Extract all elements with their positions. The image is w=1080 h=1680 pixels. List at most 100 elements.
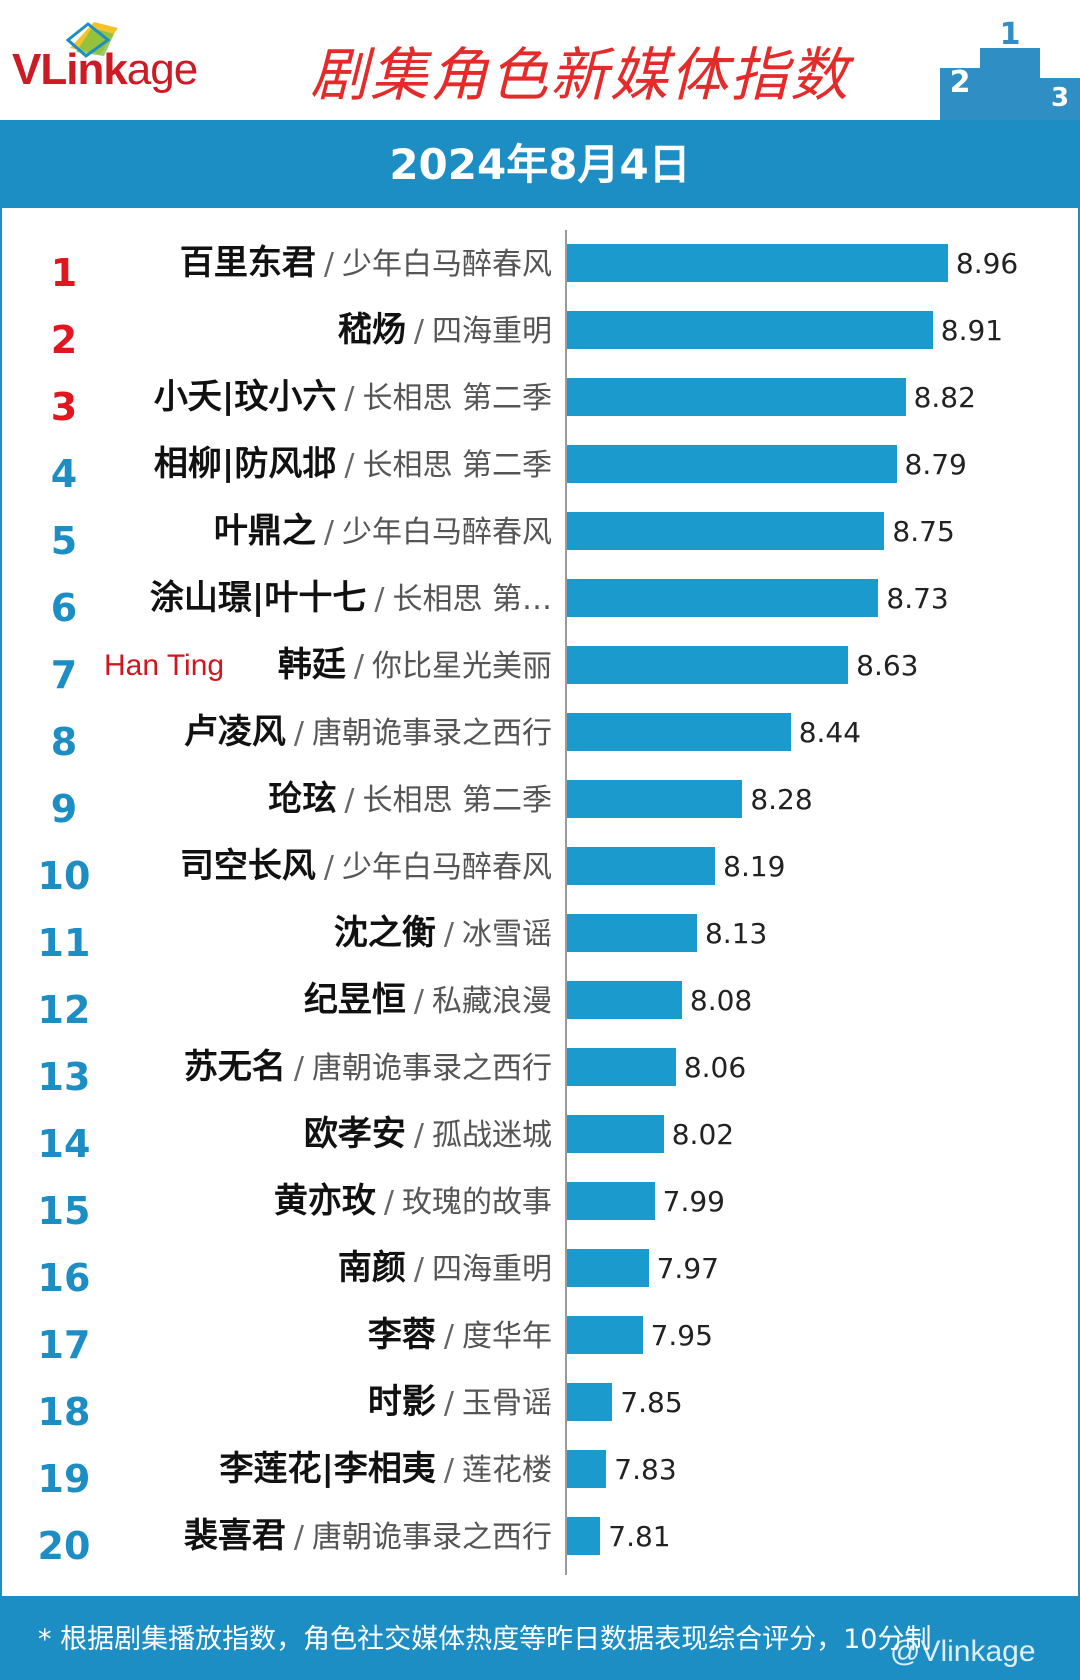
chart-bar [567, 847, 716, 885]
character-name: 苏无名 [183, 1047, 286, 1087]
separator: / [443, 1386, 454, 1421]
value-label: 7.97 [656, 1252, 719, 1285]
category-label: 时影 / 玉骨谣 [368, 1369, 552, 1436]
separator: / [323, 515, 334, 550]
chart-bar [567, 1517, 601, 1555]
separator: / [413, 984, 424, 1019]
show-title: 唐朝诡事录之西行 [312, 1520, 552, 1555]
category-label: 黄亦玫 / 玫瑰的故事 [274, 1168, 552, 1235]
chart-row: 18 时影 / 玉骨谣 7.85 [0, 1369, 1080, 1436]
separator: / [293, 716, 304, 751]
show-title: 长相思 第… [392, 582, 552, 617]
chart-row: 2 嵇炀 / 四海重明 8.91 [0, 297, 1080, 364]
character-name: 卢凌风 [183, 712, 286, 752]
chart-bar [567, 512, 885, 550]
value-label: 8.75 [892, 515, 955, 548]
value-label: 7.95 [650, 1319, 713, 1352]
rank-number: 4 [50, 452, 78, 496]
character-name: 韩廷 [277, 645, 346, 685]
separator: / [413, 314, 424, 349]
separator: / [323, 850, 334, 885]
annotation-label: Han Ting [104, 649, 225, 682]
separator: / [413, 1118, 424, 1153]
separator: / [383, 1185, 394, 1220]
character-name: 裴喜君 [183, 1516, 286, 1556]
show-title: 唐朝诡事录之西行 [312, 716, 552, 751]
rank-number: 17 [37, 1323, 91, 1367]
date-banner [0, 120, 1080, 208]
category-label: 卢凌风 / 唐朝诡事录之西行 [184, 699, 552, 766]
chart-bar [567, 1182, 655, 1220]
axis-line [565, 230, 567, 1575]
chart-row: 6 涂山璟|叶十七 / 长相思 第… 8.73 [0, 565, 1080, 632]
show-title: 少年白马醉春风 [342, 515, 552, 550]
svg-text:2: 2 [950, 65, 971, 100]
value-label: 8.08 [689, 984, 753, 1017]
podium-icon: 2 1 3 [940, 20, 1080, 120]
separator: / [344, 783, 355, 818]
chart-bar [567, 579, 879, 617]
chart-bar [567, 914, 697, 952]
chart-bar [567, 445, 897, 483]
chart-row: 10 司空长风 / 少年白马醉春风 8.19 [0, 833, 1080, 900]
category-label: 玱玹 / 长相思 第二季 [268, 766, 552, 833]
rank-number: 7 [50, 653, 78, 697]
character-name: 黄亦玫 [273, 1181, 376, 1221]
value-label: 8.63 [856, 649, 919, 682]
category-label: 苏无名 / 唐朝诡事录之西行 [184, 1034, 552, 1101]
show-title: 你比星光美丽 [372, 649, 552, 684]
footer-banner [0, 1596, 1080, 1680]
rank-number: 15 [37, 1189, 91, 1233]
separator: / [323, 247, 334, 282]
value-label: 8.73 [886, 582, 949, 615]
value-label: 8.82 [913, 381, 976, 414]
character-name: 相柳|防风邶 [153, 444, 337, 484]
weibo-watermark: @Vlinkage [890, 1635, 1036, 1668]
character-name: 南颜 [337, 1248, 406, 1288]
show-title: 冰雪谣 [462, 917, 552, 952]
value-label: 8.19 [723, 850, 786, 883]
chart-bar [567, 244, 948, 282]
chart-bar [567, 981, 682, 1019]
brand-logo: VLinkage [12, 45, 198, 94]
category-label: 李蓉 / 度华年 [368, 1302, 552, 1369]
chart-row: 5 叶鼎之 / 少年白马醉春风 8.75 [0, 498, 1080, 565]
character-name: 沈之衡 [333, 913, 436, 953]
chart-row: 20 裴喜君 / 唐朝诡事录之西行 7.81 [0, 1503, 1080, 1570]
character-name: 涂山璟|叶十七 [149, 578, 367, 618]
logo-text-suffix: age [126, 45, 198, 94]
category-label: 相柳|防风邶 / 长相思 第二季 [154, 431, 552, 498]
chart-bar [567, 311, 933, 349]
character-name: 司空长风 [179, 846, 316, 886]
rank-number: 9 [50, 787, 78, 831]
show-title: 四海重明 [432, 1252, 552, 1287]
character-name: 小夭|玟小六 [153, 377, 337, 417]
value-label: 8.44 [798, 716, 862, 749]
category-label: 司空长风 / 少年白马醉春风 [180, 833, 552, 900]
value-label: 7.99 [662, 1185, 725, 1218]
logo-icon [65, 22, 118, 58]
separator: / [443, 1453, 454, 1488]
value-label: 8.02 [671, 1118, 735, 1151]
category-label: 叶鼎之 / 少年白马醉春风 [214, 498, 552, 565]
chart-row: 15 黄亦玫 / 玫瑰的故事 7.99 [0, 1168, 1080, 1235]
ranking-chart: 1 百里东君 / 少年白马醉春风 8.96 2 嵇炀 / 四海重明 8.91 3 小夭|玟小六 / 长相思… [0, 230, 1080, 1580]
rank-number: 16 [37, 1256, 91, 1300]
separator: / [413, 1252, 424, 1287]
separator: / [353, 649, 364, 684]
chart-row: 16 南颜 / 四海重明 7.97 [0, 1235, 1080, 1302]
character-name: 欧孝安 [303, 1114, 406, 1154]
character-name: 百里东君 [179, 243, 316, 283]
chart-bar [567, 1383, 613, 1421]
chart-bar [567, 378, 906, 416]
value-label: 7.85 [620, 1386, 683, 1419]
rank-number: 12 [37, 988, 91, 1032]
character-name: 纪昱恒 [303, 980, 406, 1020]
page-title: 剧集角色新媒体指数 [310, 41, 851, 109]
value-label: 7.81 [608, 1520, 671, 1553]
character-name: 李蓉 [367, 1315, 436, 1355]
category-label: 韩廷 / 你比星光美丽 [278, 632, 552, 699]
category-label: 百里东君 / 少年白马醉春风 [180, 230, 552, 297]
show-title: 长相思 第二季 [362, 783, 552, 818]
chart-bar [567, 780, 743, 818]
